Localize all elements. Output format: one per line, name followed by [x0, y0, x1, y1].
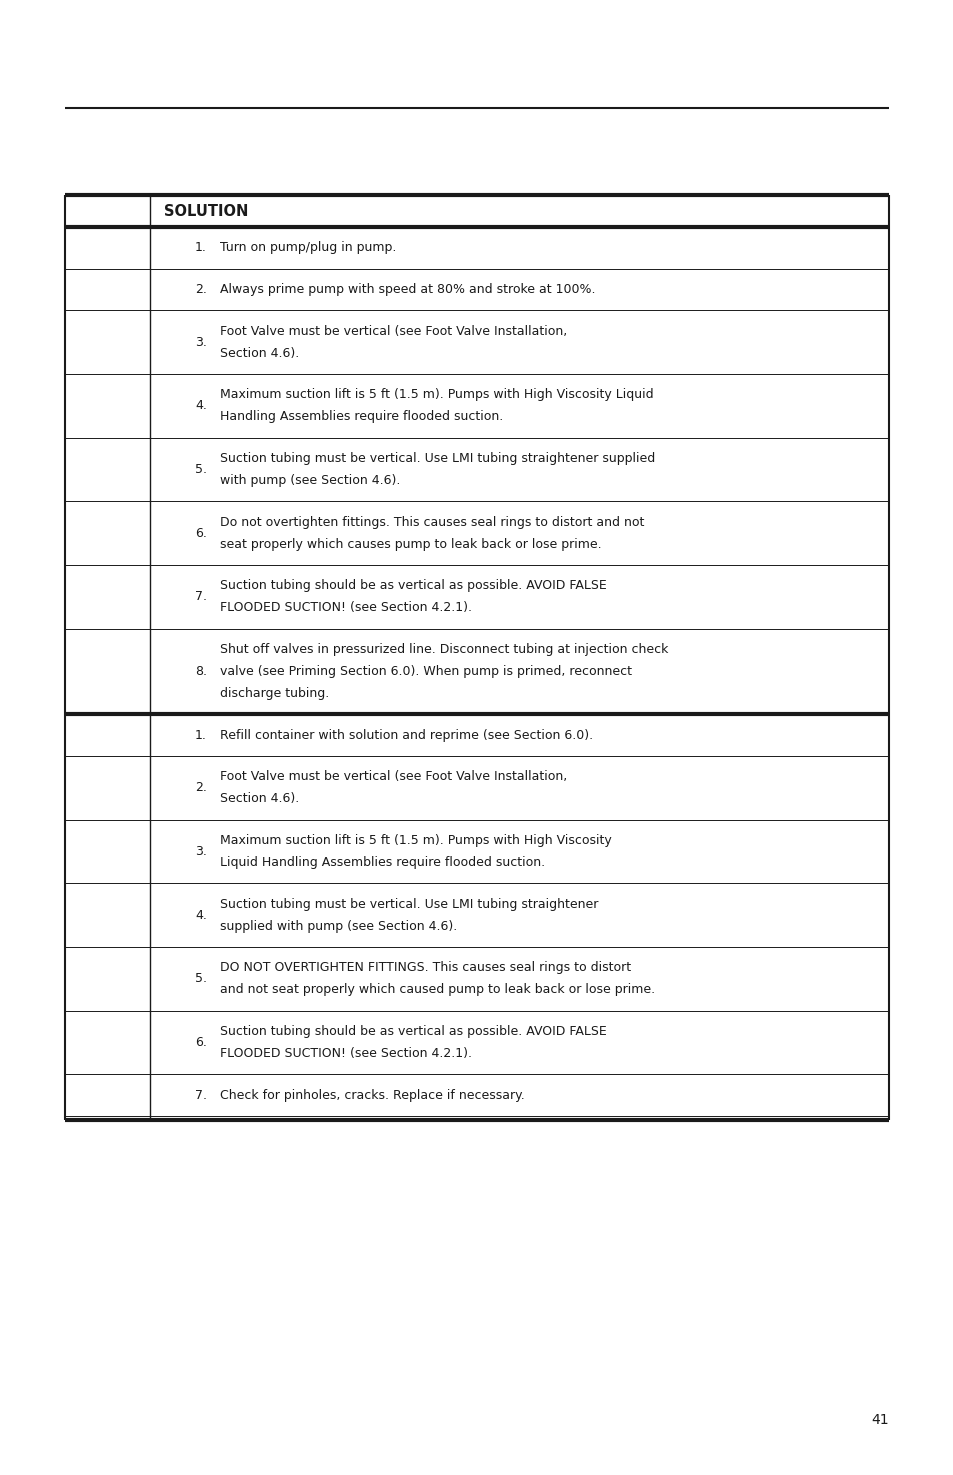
Text: 8.: 8.: [194, 665, 207, 678]
Text: Handling Assemblies require flooded suction.: Handling Assemblies require flooded suct…: [220, 410, 503, 423]
Text: Suction tubing should be as vertical as possible. AVOID FALSE: Suction tubing should be as vertical as …: [220, 580, 606, 593]
Text: valve (see Priming Section 6.0). When pump is primed, reconnect: valve (see Priming Section 6.0). When pu…: [220, 665, 631, 678]
Text: 6.: 6.: [194, 1035, 207, 1049]
Text: and not seat properly which caused pump to leak back or lose prime.: and not seat properly which caused pump …: [220, 984, 655, 996]
Text: 2.: 2.: [194, 782, 207, 795]
Text: 1.: 1.: [194, 242, 207, 254]
Text: 6.: 6.: [194, 527, 207, 540]
Text: 4.: 4.: [194, 400, 207, 413]
Text: Foot Valve must be vertical (see Foot Valve Installation,: Foot Valve must be vertical (see Foot Va…: [220, 770, 567, 783]
Text: supplied with pump (see Section 4.6).: supplied with pump (see Section 4.6).: [220, 919, 456, 932]
Text: Always prime pump with speed at 80% and stroke at 100%.: Always prime pump with speed at 80% and …: [220, 283, 595, 296]
Text: 7.: 7.: [194, 1089, 207, 1102]
Text: discharge tubing.: discharge tubing.: [220, 687, 329, 701]
Text: Section 4.6).: Section 4.6).: [220, 792, 299, 805]
Text: 1.: 1.: [194, 729, 207, 742]
Text: DO NOT OVERTIGHTEN FITTINGS. This causes seal rings to distort: DO NOT OVERTIGHTEN FITTINGS. This causes…: [220, 962, 631, 975]
Text: 7.: 7.: [194, 590, 207, 603]
Text: Liquid Handling Assemblies require flooded suction.: Liquid Handling Assemblies require flood…: [220, 855, 544, 869]
Text: Refill container with solution and reprime (see Section 6.0).: Refill container with solution and repri…: [220, 729, 593, 742]
Text: Section 4.6).: Section 4.6).: [220, 347, 299, 360]
Text: SOLUTION: SOLUTION: [164, 204, 248, 218]
Text: 41: 41: [870, 1413, 888, 1426]
Text: Turn on pump/plug in pump.: Turn on pump/plug in pump.: [220, 242, 395, 254]
Text: Check for pinholes, cracks. Replace if necessary.: Check for pinholes, cracks. Replace if n…: [220, 1089, 524, 1102]
Text: Maximum suction lift is 5 ft (1.5 m). Pumps with High Viscosity: Maximum suction lift is 5 ft (1.5 m). Pu…: [220, 833, 611, 847]
Text: 3.: 3.: [194, 336, 207, 348]
Text: 5.: 5.: [194, 463, 207, 476]
Text: Suction tubing must be vertical. Use LMI tubing straightener: Suction tubing must be vertical. Use LMI…: [220, 898, 598, 910]
Text: 2.: 2.: [194, 283, 207, 296]
Text: FLOODED SUCTION! (see Section 4.2.1).: FLOODED SUCTION! (see Section 4.2.1).: [220, 1047, 472, 1061]
Text: Suction tubing must be vertical. Use LMI tubing straightener supplied: Suction tubing must be vertical. Use LMI…: [220, 453, 655, 465]
Text: 3.: 3.: [194, 845, 207, 858]
Text: Foot Valve must be vertical (see Foot Valve Installation,: Foot Valve must be vertical (see Foot Va…: [220, 324, 567, 338]
Text: Maximum suction lift is 5 ft (1.5 m). Pumps with High Viscosity Liquid: Maximum suction lift is 5 ft (1.5 m). Pu…: [220, 388, 653, 401]
Text: FLOODED SUCTION! (see Section 4.2.1).: FLOODED SUCTION! (see Section 4.2.1).: [220, 602, 472, 615]
Text: Suction tubing should be as vertical as possible. AVOID FALSE: Suction tubing should be as vertical as …: [220, 1025, 606, 1038]
Text: seat properly which causes pump to leak back or lose prime.: seat properly which causes pump to leak …: [220, 538, 601, 550]
Text: 5.: 5.: [194, 972, 207, 985]
Text: Shut off valves in pressurized line. Disconnect tubing at injection check: Shut off valves in pressurized line. Dis…: [220, 643, 668, 656]
Text: Do not overtighten fittings. This causes seal rings to distort and not: Do not overtighten fittings. This causes…: [220, 516, 643, 528]
Text: with pump (see Section 4.6).: with pump (see Section 4.6).: [220, 473, 400, 487]
Text: 4.: 4.: [194, 909, 207, 922]
